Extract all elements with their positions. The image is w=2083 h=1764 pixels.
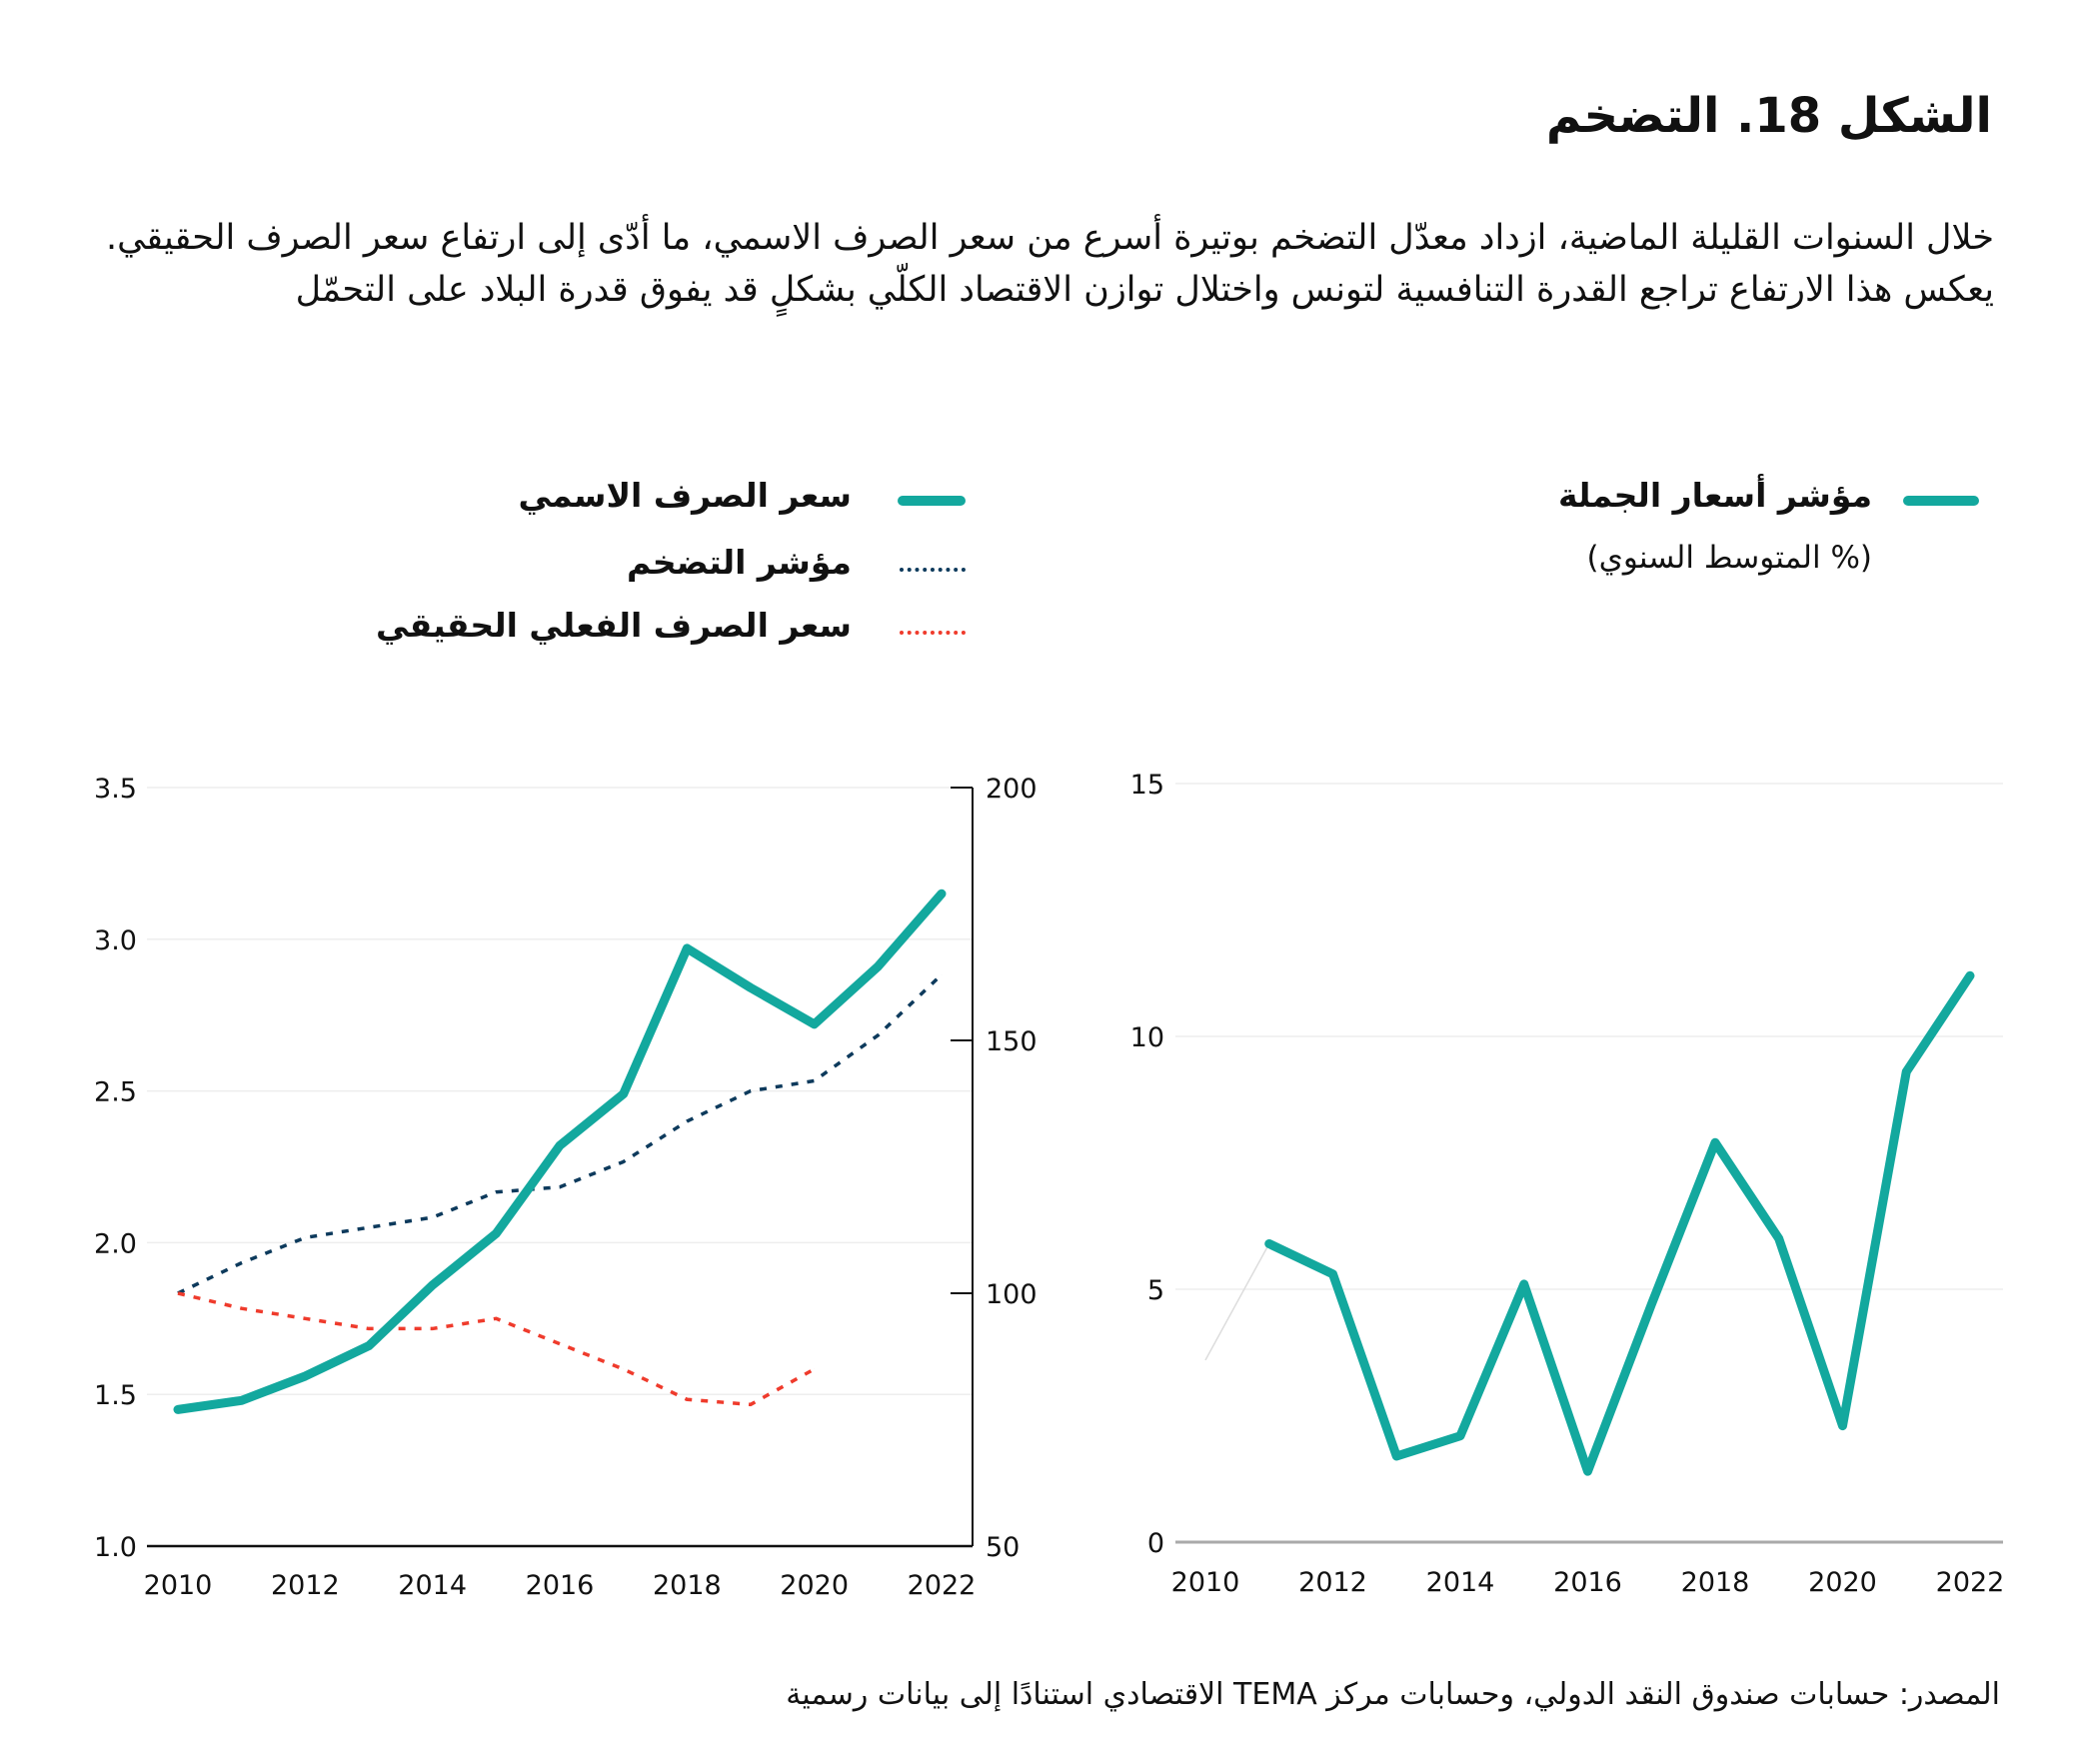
legend-label: مؤشر أسعار الجملة	[1558, 476, 1872, 515]
y-left-tick-label: 1.5	[94, 1380, 137, 1411]
series-line-0	[173, 888, 947, 1414]
legend-label: سعر الصرف الاسمي	[518, 476, 852, 515]
x-tick-label: 2014	[1426, 1567, 1495, 1598]
y-right-tick-label: 50	[986, 1532, 1020, 1563]
y-tick-label: 10	[1130, 1022, 1164, 1053]
y-left-tick-label: 3.5	[94, 774, 137, 805]
x-tick-label: 2018	[1681, 1567, 1750, 1598]
x-tick-label: 2010	[144, 1570, 213, 1601]
legend-swatch-solid-teal	[1903, 496, 1979, 506]
x-tick-label: 2016	[1553, 1567, 1622, 1598]
x-tick-label: 2012	[271, 1570, 340, 1601]
legend-swatch-dotted-red	[900, 631, 966, 635]
y-tick-label: 15	[1130, 770, 1164, 801]
x-tick-label: 2022	[1936, 1567, 2005, 1598]
y-right-tick-label: 200	[986, 774, 1038, 805]
source-note: المصدر: حسابات صندوق النقد الدولي، وحساب…	[786, 1677, 2000, 1712]
y-left-tick-label: 2.5	[94, 1077, 137, 1108]
x-tick-label: 2010	[1171, 1567, 1240, 1598]
y-left-tick-label: 2.0	[94, 1228, 137, 1259]
chart-subtitle: (% المتوسط السنوي)	[1586, 540, 1872, 576]
y-tick-label: 5	[1147, 1275, 1164, 1306]
x-tick-label: 2020	[780, 1570, 849, 1601]
x-tick-label: 2018	[653, 1570, 722, 1601]
figure-title: الشكل 18. التضخم	[1545, 88, 1992, 144]
figure-description: خلال السنوات القليلة الماضية، ازداد معدّ…	[105, 218, 1994, 310]
series-line-0	[1264, 970, 1975, 1476]
y-right-tick-label: 150	[986, 1026, 1038, 1057]
legend-swatch-dotted-navy	[900, 568, 966, 572]
y-left-tick-label: 1.0	[94, 1532, 137, 1563]
x-tick-label: 2020	[1808, 1567, 1877, 1598]
y-tick-label: 0	[1147, 1528, 1164, 1559]
y-left-tick-label: 3.0	[94, 925, 137, 956]
series-faint-segment	[1204, 1243, 1270, 1361]
x-tick-label: 2016	[526, 1570, 595, 1601]
left-chart: 1.0 1.5 2.0 2.5 3.0 3.5 50 100 150 200 2010 2012 201…	[94, 774, 1038, 1601]
legend-label: سعر الصرف الفعلي الحقيقي	[376, 606, 852, 645]
legend-label: مؤشر التضخم	[627, 543, 852, 582]
legend-swatch-solid-teal	[898, 496, 966, 506]
series-line-1	[177, 972, 944, 1295]
right-chart: 0 5 10 15 2010 2012 2014 2016 2018 2020 2022	[1130, 770, 2005, 1598]
x-tick-label: 2022	[908, 1570, 977, 1601]
x-tick-label: 2012	[1298, 1567, 1367, 1598]
x-tick-label: 2014	[398, 1570, 467, 1601]
y-right-tick-label: 100	[986, 1279, 1038, 1310]
